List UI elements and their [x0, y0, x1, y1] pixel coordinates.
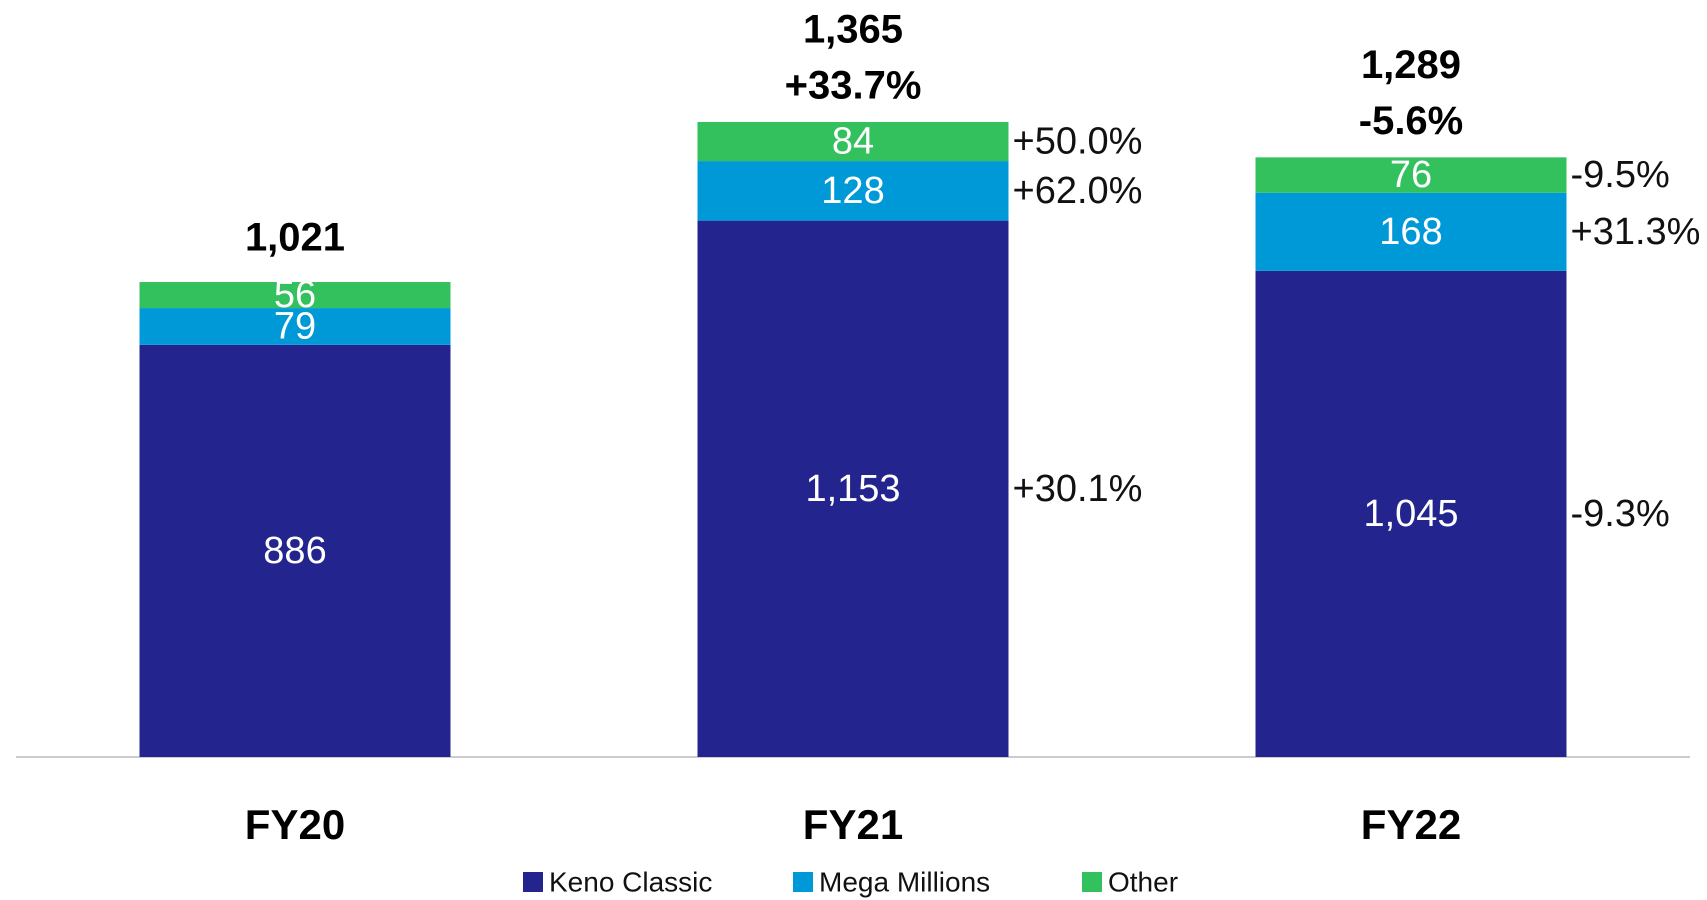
segment-label: 56	[274, 274, 316, 316]
bar-segment	[697, 220, 1009, 758]
change-label: +30.1%	[1013, 468, 1143, 510]
bar-segment	[1255, 157, 1567, 193]
change-label: -9.3%	[1571, 493, 1670, 535]
x-tick-label: FY20	[245, 801, 345, 848]
bar-segment	[697, 161, 1009, 221]
segment-label: 79	[274, 305, 316, 347]
change-label: -9.5%	[1571, 154, 1670, 196]
change-label: +31.3%	[1571, 211, 1701, 253]
legend-swatch	[523, 872, 543, 892]
x-tick-label: FY22	[1361, 801, 1461, 848]
total-change-label: +33.7%	[785, 64, 922, 108]
change-label: +50.0%	[1013, 121, 1143, 163]
legend-swatch	[1082, 872, 1102, 892]
bar-segment	[139, 308, 451, 345]
bar-segment	[1255, 270, 1567, 757]
segment-label: 84	[832, 121, 874, 163]
bar-segment	[1255, 192, 1567, 271]
x-tick-label: FY21	[803, 801, 903, 848]
total-label: 1,365	[803, 8, 903, 52]
legend-label: Keno Classic	[549, 866, 712, 897]
legend-label: Mega Millions	[819, 866, 990, 897]
segment-label: 128	[821, 170, 884, 212]
total-label: 1,289	[1361, 43, 1461, 87]
segment-label: 886	[263, 530, 326, 572]
legend-swatch	[793, 872, 813, 892]
total-label: 1,021	[245, 216, 345, 260]
bar-segment	[139, 282, 451, 309]
segment-label: 76	[1390, 154, 1432, 196]
change-label: +62.0%	[1013, 170, 1143, 212]
total-change-label: -5.6%	[1359, 99, 1464, 143]
segment-label: 1,153	[805, 468, 900, 510]
legend-label: Other	[1108, 866, 1178, 897]
segment-label: 168	[1379, 211, 1442, 253]
bar-segment	[697, 122, 1009, 162]
segment-label: 1,045	[1363, 493, 1458, 535]
bar-segment	[139, 344, 451, 757]
